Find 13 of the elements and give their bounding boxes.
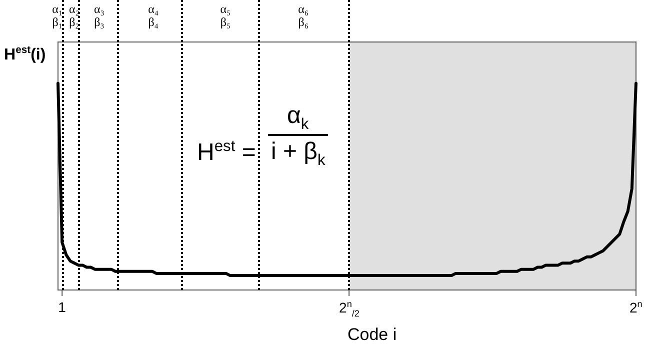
y-axis-title: H$^{est}$(i): [4, 45, 46, 64]
text: α₁ β₁: [52, 2, 63, 29]
text: α₃ β₃: [94, 2, 104, 29]
x-tick-label: 2$^{n}$: [630, 299, 642, 316]
text: α₅ β₅: [220, 2, 231, 29]
annotation: H$^{est}$ =: [197, 138, 256, 166]
annotation: i + β$_{k}$: [271, 138, 326, 169]
annotation: α$_{k}$: [287, 102, 309, 133]
x-axis-title: Code i: [348, 325, 397, 344]
x-tick-label: 1: [58, 299, 66, 315]
text: α₄ β₄: [148, 2, 159, 29]
text: α₂ β₂: [68, 2, 80, 29]
text: α₆ β₆: [298, 2, 309, 29]
